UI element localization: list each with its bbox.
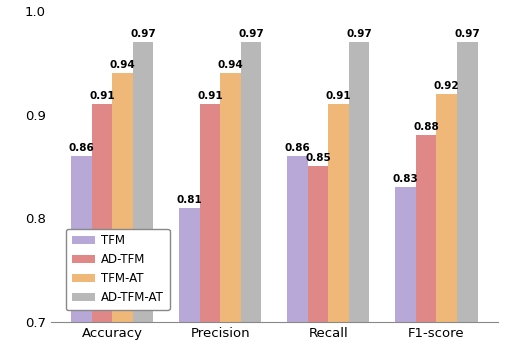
Bar [112,73,133,322]
Text: 0.83: 0.83 [393,174,419,184]
Bar [133,42,153,322]
Text: 0.94: 0.94 [110,60,135,70]
Text: 0.86: 0.86 [284,143,310,153]
Bar [288,156,308,322]
Text: 0.81: 0.81 [177,195,202,205]
Text: 0.97: 0.97 [238,29,264,39]
Text: 0.97: 0.97 [454,29,480,39]
Bar [308,166,328,322]
Bar [328,104,349,322]
Bar [436,94,457,322]
Text: 0.97: 0.97 [130,29,156,39]
Bar [179,208,200,322]
Bar [91,104,112,322]
Text: 0.88: 0.88 [414,122,439,132]
Bar [349,42,369,322]
Legend: TFM, AD-TFM, TFM-AT, AD-TFM-AT: TFM, AD-TFM, TFM-AT, AD-TFM-AT [66,228,170,310]
Bar [395,187,416,322]
Text: 0.91: 0.91 [326,91,352,101]
Bar [200,104,220,322]
Text: 0.85: 0.85 [305,153,331,163]
Text: 0.97: 0.97 [346,29,372,39]
Bar [241,42,261,322]
Text: 0.91: 0.91 [197,91,223,101]
Text: 0.94: 0.94 [217,60,243,70]
Bar [220,73,241,322]
Text: 0.86: 0.86 [69,143,94,153]
Text: 0.92: 0.92 [434,81,460,91]
Bar [416,135,436,322]
Bar [71,156,91,322]
Text: 0.91: 0.91 [89,91,115,101]
Bar [457,42,478,322]
